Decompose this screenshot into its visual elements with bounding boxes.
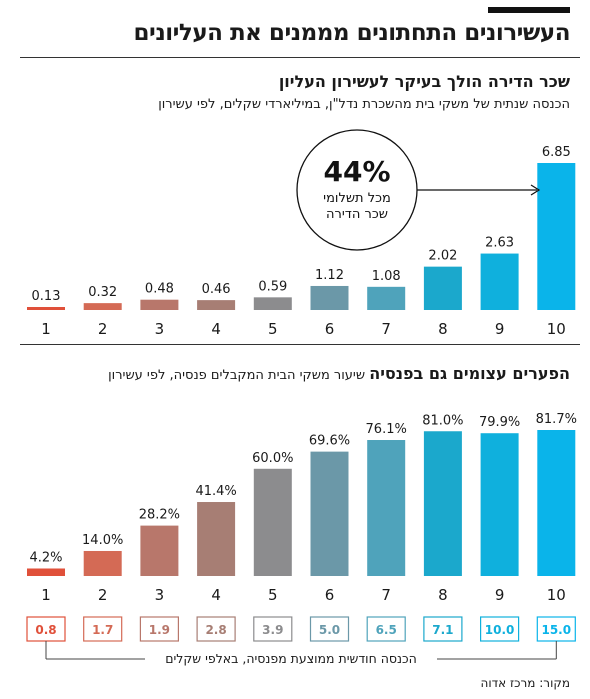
chart2-value-label: 14.0% xyxy=(82,533,123,548)
chart2-title: הפערים עצומים גם בפנסיה xyxy=(369,364,570,383)
pension-box-value: 2.8 xyxy=(205,623,226,637)
chart2-value-label: 81.7% xyxy=(536,412,577,427)
chart2-bar xyxy=(83,550,122,576)
chart1-value-label: 0.59 xyxy=(258,279,287,294)
chart2-bar xyxy=(423,431,462,576)
annotation-line1: מכל תשלומי xyxy=(323,191,391,206)
chart2-tick-label: 5 xyxy=(268,586,278,604)
annotation-circle xyxy=(296,129,418,251)
chart2-tick-label: 4 xyxy=(211,586,221,604)
chart1-value-label: 1.12 xyxy=(315,268,344,283)
chart2-value-label: 69.6% xyxy=(309,434,350,449)
pension-box xyxy=(480,616,520,642)
chart1-tick-label: 5 xyxy=(268,320,278,338)
annotation-line2: שכר הדירה xyxy=(326,207,388,222)
pension-box-value: 3.9 xyxy=(262,623,283,637)
pension-box xyxy=(83,616,123,642)
pension-caption: הכנסה חודשית ממוצעת מפנסיה, באלפי שקלים xyxy=(165,651,417,666)
annotation-percent: 44% xyxy=(323,155,390,188)
chart1-value-label: 2.02 xyxy=(428,249,457,264)
main-title: העשירונים התחתונים מממנים את העליונים xyxy=(133,20,571,46)
chart1-bar xyxy=(423,266,462,310)
divider-top xyxy=(20,57,580,58)
pension-box-value: 6.5 xyxy=(376,623,397,637)
source-note: מקור: מרכז אדוה xyxy=(480,676,570,690)
chart1-value-label: 6.85 xyxy=(542,145,571,160)
chart2-tick-label: 6 xyxy=(325,586,335,604)
chart1-bar xyxy=(27,307,65,310)
chart1-tick-label: 7 xyxy=(381,320,391,338)
chart1-tick-label: 4 xyxy=(211,320,221,338)
pension-box xyxy=(366,616,406,642)
chart1-tick-label: 10 xyxy=(547,320,566,338)
chart2-bar xyxy=(197,502,236,576)
pension-box-value: 1.7 xyxy=(92,623,113,637)
chart2-tick-label: 2 xyxy=(98,586,108,604)
pension-box-value: 15.0 xyxy=(541,623,571,637)
chart2-bar xyxy=(480,433,519,576)
chart2-bar xyxy=(27,568,65,576)
pension-box xyxy=(309,616,350,642)
chart1-value-label: 0.13 xyxy=(32,289,61,304)
pension-box-value: 10.0 xyxy=(485,623,515,637)
chart1-bar xyxy=(197,300,236,310)
chart2-value-label: 81.0% xyxy=(422,413,463,428)
chart2-tick-label: 1 xyxy=(41,586,51,604)
chart2-value-label: 4.2% xyxy=(29,550,62,565)
chart1-tick-label: 3 xyxy=(155,320,165,338)
chart2-tick-label: 7 xyxy=(381,586,391,604)
top-accent-bar xyxy=(488,7,570,13)
chart1-value-label: 0.48 xyxy=(145,282,174,297)
chart1-bar xyxy=(537,163,576,310)
chart2-bar xyxy=(537,430,576,576)
chart2-tick-label: 3 xyxy=(155,586,165,604)
pension-box-value: 1.9 xyxy=(149,623,170,637)
chart1-bar xyxy=(83,303,122,310)
chart1-value-label: 0.46 xyxy=(202,282,231,297)
chart2-bar xyxy=(140,525,179,576)
pension-box xyxy=(26,616,66,642)
chart1-tick-label: 6 xyxy=(325,320,335,338)
chart1-bar xyxy=(367,286,406,310)
chart2-tick-label: 8 xyxy=(438,586,448,604)
pension-box xyxy=(139,616,179,642)
chart1-bar xyxy=(253,297,292,310)
chart2-tick-label: 9 xyxy=(495,586,505,604)
chart2-bar xyxy=(310,451,349,576)
divider-middle xyxy=(20,344,580,345)
chart2-value-label: 76.1% xyxy=(366,422,407,437)
chart1-tick-label: 8 xyxy=(438,320,448,338)
pension-box xyxy=(423,616,463,642)
chart1-tick-label: 9 xyxy=(495,320,505,338)
chart1-bar xyxy=(480,253,519,310)
chart1-bar xyxy=(140,299,179,310)
chart1-tick-label: 2 xyxy=(98,320,108,338)
chart2-heading: הפערים עצומים גם בפנסיה שיעור משקי הבית … xyxy=(10,364,570,383)
chart1-bar xyxy=(310,285,349,310)
chart1-value-label: 0.32 xyxy=(88,285,117,300)
chart2-bar xyxy=(367,440,406,576)
chart2-subtitle: שיעור משקי הבית המקבלים פנסיה, לפי עשירו… xyxy=(108,368,366,383)
chart2-value-label: 41.4% xyxy=(195,484,236,499)
chart2-value-label: 79.9% xyxy=(479,415,520,430)
chart2-bar xyxy=(253,468,292,576)
pension-box-value: 0.8 xyxy=(35,623,56,637)
chart2-value-label: 28.2% xyxy=(139,508,180,523)
pension-box-value: 5.0 xyxy=(319,623,340,637)
chart2-tick-label: 10 xyxy=(547,586,566,604)
pension-box xyxy=(253,616,293,642)
pension-box xyxy=(536,616,576,642)
chart1-value-label: 1.08 xyxy=(372,269,401,284)
annotation-arrow-head xyxy=(530,184,541,196)
pension-box xyxy=(196,616,236,642)
chart1-subtitle: הכנסה שנתית של משקי בית מהשכרת נדל"ן, במ… xyxy=(158,97,570,112)
pension-box-value: 7.1 xyxy=(432,623,453,637)
chart1-value-label: 2.63 xyxy=(485,236,514,251)
chart1-title: שכר הדירה הולך בעיקר לעשירון העליון xyxy=(278,72,570,91)
chart2-value-label: 60.0% xyxy=(252,451,293,466)
chart1-tick-label: 1 xyxy=(41,320,51,338)
